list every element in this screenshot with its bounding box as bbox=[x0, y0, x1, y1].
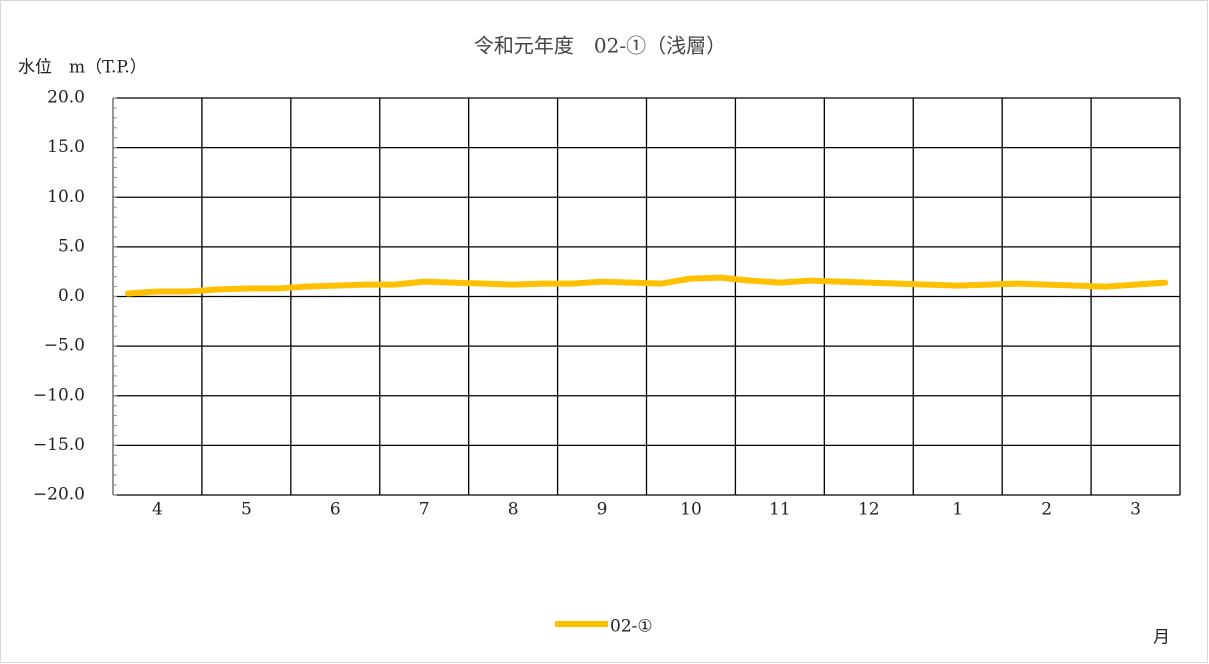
y-tick-label: 10.0 bbox=[47, 187, 85, 207]
y-tick-label: 20.0 bbox=[47, 88, 85, 108]
y-tick-label: −15.0 bbox=[33, 435, 85, 455]
x-tick-label: 5 bbox=[241, 500, 252, 520]
y-tick-label: −20.0 bbox=[33, 485, 85, 505]
x-tick-label: 4 bbox=[152, 500, 163, 520]
x-tick-label: 8 bbox=[508, 500, 519, 520]
chart-title: 令和元年度 02-①（浅層） bbox=[474, 34, 726, 58]
x-axis-label: 月 bbox=[1153, 628, 1170, 648]
x-tick-label: 6 bbox=[330, 500, 341, 520]
x-tick-label: 9 bbox=[597, 500, 608, 520]
y-tick-label: 5.0 bbox=[58, 236, 85, 256]
y-tick-label: 15.0 bbox=[47, 137, 85, 157]
x-tick-label: 10 bbox=[680, 500, 702, 520]
x-tick-label: 7 bbox=[419, 500, 430, 520]
y-tick-label: 0.0 bbox=[58, 286, 85, 306]
legend-label: 02-① bbox=[610, 617, 653, 637]
data-line bbox=[124, 274, 1169, 297]
x-tick-label: 12 bbox=[858, 500, 880, 520]
y-axis-label: 水位 m（T.P.） bbox=[18, 58, 147, 78]
x-tick-label: 3 bbox=[1130, 500, 1141, 520]
y-tick-label: −10.0 bbox=[33, 385, 85, 405]
x-tick-label: 2 bbox=[1041, 500, 1052, 520]
x-tick-label: 11 bbox=[769, 500, 791, 520]
x-tick-label: 1 bbox=[952, 500, 963, 520]
y-tick-label: −5.0 bbox=[44, 336, 85, 356]
